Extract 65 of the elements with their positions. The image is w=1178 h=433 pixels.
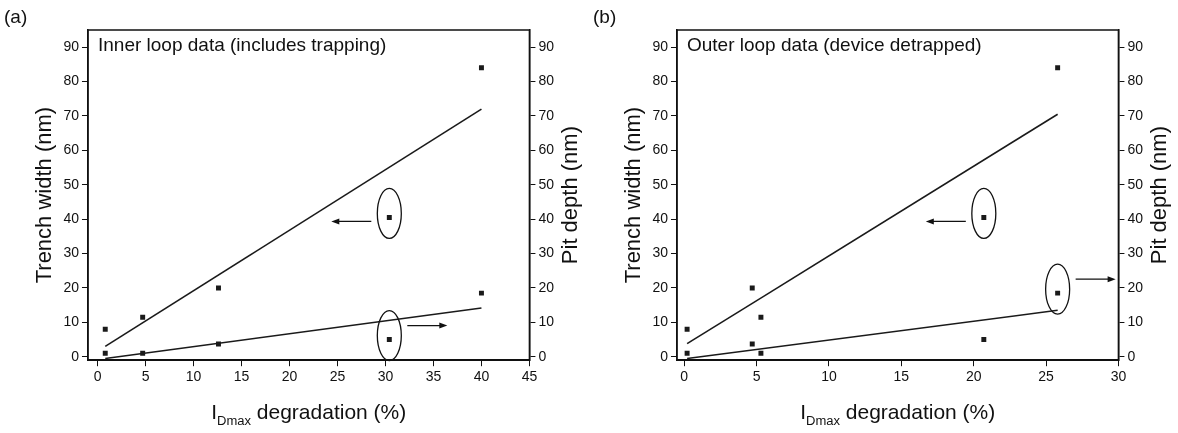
y-tick-label: 60	[652, 141, 669, 158]
y2-tick-label: 60	[1127, 141, 1144, 158]
x-tick-label: 0	[93, 368, 102, 385]
x-tick-label: 15	[893, 368, 910, 385]
x-tick-label: 45	[521, 368, 538, 385]
y-axis-title: Trench width (nm)	[620, 106, 646, 284]
x-tick-label: 20	[965, 368, 982, 385]
y-tick-label: 60	[63, 141, 80, 158]
y-tick-label: 70	[652, 106, 669, 123]
y2-tick-label: 30	[1127, 244, 1144, 261]
y2-tick-label: 0	[538, 347, 547, 364]
y-tick-label: 70	[63, 106, 80, 123]
y2-tick-label: 70	[1127, 106, 1144, 123]
x-tick-label: 25	[329, 368, 346, 385]
y2-tick-label: 90	[1127, 38, 1144, 55]
y2-tick-label: 50	[538, 175, 555, 192]
x-tick-label: 30	[1110, 368, 1127, 385]
x-tick-label: 5	[752, 368, 761, 385]
chart-title: Outer loop data (device detrapped)	[686, 33, 982, 55]
y-tick-label: 10	[63, 313, 80, 330]
x-tick-label: 35	[425, 368, 442, 385]
y-tick-label: 50	[652, 175, 669, 192]
y2-tick-label: 20	[538, 278, 555, 295]
y2-tick-label: 80	[538, 72, 555, 89]
y-tick-label: 40	[652, 210, 669, 227]
y-tick-label: 10	[652, 313, 669, 330]
chart-title: Inner loop data (includes trapping)	[97, 33, 387, 55]
y-tick-label: 30	[652, 244, 669, 261]
y2-axis-title: Pit depth (nm)	[1146, 126, 1172, 265]
y-tick-label: 80	[63, 72, 80, 89]
y2-tick-label: 40	[538, 210, 555, 227]
y2-tick-label: 70	[538, 106, 555, 123]
x-tick-label: 5	[141, 368, 150, 385]
x-tick-label: 40	[473, 368, 490, 385]
y2-tick-label: 10	[1127, 313, 1144, 330]
y-tick-label: 90	[63, 38, 80, 55]
y2-tick-label: 50	[1127, 175, 1144, 192]
y-tick-label: 20	[652, 278, 669, 295]
text: (a)	[4, 5, 28, 27]
x-tick-label: 15	[233, 368, 250, 385]
y2-tick-label: 0	[1127, 347, 1136, 364]
y2-tick-label: 40	[1127, 210, 1144, 227]
y-tick-label: 50	[63, 175, 80, 192]
x-tick-label: 20	[281, 368, 298, 385]
y-axis-title: Trench width (nm)	[31, 106, 57, 284]
y-tick-label: 20	[63, 278, 80, 295]
x-tick-label: 30	[377, 368, 394, 385]
y2-axis-title: Pit depth (nm)	[557, 126, 583, 265]
y2-tick-label: 90	[538, 38, 555, 55]
x-tick-label: 10	[821, 368, 837, 385]
y2-tick-label: 60	[538, 141, 555, 158]
y-tick-label: 80	[652, 72, 669, 89]
y2-tick-label: 80	[1127, 72, 1144, 89]
y2-tick-label: 20	[1127, 278, 1144, 295]
x-tick-label: 10	[185, 368, 202, 385]
y-tick-label: 90	[652, 38, 669, 55]
text: (b)	[593, 5, 617, 27]
x-tick-label: 25	[1038, 368, 1055, 385]
y2-tick-label: 10	[538, 313, 555, 330]
y-tick-label: 0	[660, 347, 669, 364]
y-tick-label: 40	[63, 210, 80, 227]
y2-tick-label: 30	[538, 244, 555, 261]
y-tick-label: 30	[63, 244, 80, 261]
x-tick-label: 0	[680, 368, 689, 385]
y-tick-label: 0	[71, 347, 80, 364]
